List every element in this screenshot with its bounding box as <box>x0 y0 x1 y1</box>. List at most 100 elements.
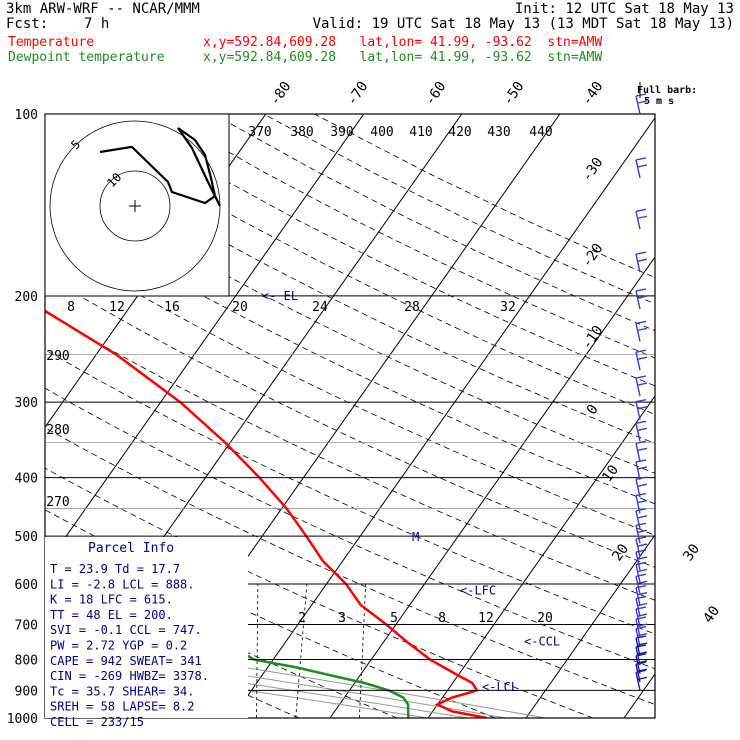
hodograph-trace <box>99 127 221 207</box>
wind-speed-label: 12 <box>109 300 125 315</box>
dry-adiabat <box>212 114 655 332</box>
mixing-ratio-label: 3 <box>338 611 346 626</box>
wind-barb-staff <box>635 510 641 529</box>
wind-barb-flag <box>637 602 648 607</box>
wind-barb-flag <box>637 668 648 672</box>
wind-barb-flag <box>637 483 648 487</box>
wind-barb-flag <box>637 100 648 104</box>
parcel-info-row: CAPE = 942 SWEAT= 341 <box>50 654 202 668</box>
theta-label: 430 <box>487 125 510 140</box>
dewpoint-trace <box>45 549 410 718</box>
wind-barb-flag <box>635 536 647 540</box>
mixing-ratio-line <box>359 583 367 718</box>
wind-barb-flag <box>635 522 647 527</box>
wind-barb-flag <box>635 508 647 512</box>
model-title: 3km ARW-WRF -- NCAR/MMM <box>6 1 200 17</box>
dry-adiabat <box>0 114 5 718</box>
temperature-trace <box>45 309 488 718</box>
theta-label: 410 <box>409 125 432 140</box>
theta-label: 440 <box>529 125 552 140</box>
parcel-info-box: Parcel Info T = 23.9 Td = 17.7LI = -2.8 L… <box>45 537 248 729</box>
level-annotation: <-LFC <box>460 583 496 597</box>
dry-adiabat <box>45 427 655 705</box>
wind-barb-flag <box>637 543 648 547</box>
wind-barb-staff <box>635 323 641 342</box>
isotherm-label: 30 <box>680 541 703 564</box>
wind-barb-flag <box>637 651 648 655</box>
wind-barb-staff <box>635 525 641 544</box>
wind-barb-flag <box>637 613 648 617</box>
hodograph-ring <box>99 170 171 242</box>
wind-barb-flag <box>635 157 647 161</box>
forecast-hour: 7 h <box>84 16 110 32</box>
wind-barb-flag <box>635 93 647 97</box>
pressure-label: 600 <box>15 578 38 593</box>
parcel-info-row: SVI = -0.1 CCL = 747. <box>50 623 202 637</box>
theta-label: 400 <box>370 125 393 140</box>
temperature-legend: Temperature <box>8 35 95 50</box>
wind-barb-flag <box>635 320 647 325</box>
wind-barb-flag <box>635 251 647 255</box>
barb-legend-label: Full barb: <box>637 85 697 96</box>
moist-adiabat <box>45 644 507 718</box>
moist-adiabat <box>45 635 546 718</box>
theta-label: 280 <box>46 423 69 438</box>
wind-barb-flag <box>637 466 648 470</box>
isotherm-label: 10 <box>599 462 622 485</box>
wind-barb-flag <box>635 459 647 463</box>
level-annotation: <-LCL <box>482 680 518 694</box>
mixing-ratio-label: 8 <box>438 611 446 626</box>
wind-barb-staff <box>635 401 641 420</box>
level-annotation: <-CCL <box>524 634 560 648</box>
forecast-label: Fcst: <box>6 16 49 32</box>
wind-barb-flag <box>637 258 648 262</box>
mixing-ratio-line <box>256 583 259 718</box>
init-time: Init: 12 UTC Sat 18 May 13 <box>514 1 734 17</box>
wind-barb-flag <box>635 606 647 610</box>
parcel-info-row: SREH = 58 LAPSE= 8.2 <box>50 700 195 714</box>
pressure-label: 800 <box>15 653 38 668</box>
isotherm-line <box>525 534 655 718</box>
theta-label: 420 <box>448 125 471 140</box>
wind-barb-staff <box>635 290 641 310</box>
mixing-ratio-label: 12 <box>478 611 494 626</box>
wind-barb-staff <box>635 159 641 179</box>
theta-label: 380 <box>290 125 313 140</box>
wind-barb-flag <box>637 642 648 646</box>
parcel-info-title: Parcel Info <box>88 541 174 556</box>
wind-barb-staff <box>635 461 641 481</box>
wind-barb-flag <box>635 585 647 589</box>
parcel-info-row: K = 18 LFC = 615. <box>50 593 173 607</box>
wind-barb-flag <box>637 660 648 664</box>
wind-barb-flag <box>637 447 648 452</box>
parcel-info-row: T = 23.9 Td = 17.7 <box>50 562 180 576</box>
wind-barb-flag <box>635 398 647 403</box>
isotherm-label: 0 <box>584 402 602 418</box>
isotherm-line <box>329 256 655 718</box>
wind-barb-flag <box>635 561 647 566</box>
pressure-label: 100 <box>15 108 38 123</box>
wind-barb-staff <box>635 377 641 397</box>
wind-barb-flag <box>637 580 648 585</box>
wind-speed-label: 32 <box>500 300 516 315</box>
isotherm-label: -50 <box>500 79 528 109</box>
wind-barb-flag <box>637 515 648 519</box>
dry-adiabat <box>263 114 655 305</box>
mixing-ratio-label: 20 <box>537 611 553 626</box>
theta-label: 270 <box>46 495 69 510</box>
wind-barb-flag <box>637 327 648 332</box>
wind-speed-label: 24 <box>312 300 328 315</box>
wind-barb-flag <box>635 669 647 674</box>
pressure-label: 1000 <box>7 712 38 727</box>
wind-barb-flag <box>637 499 648 504</box>
wind-barb-flag <box>637 382 648 386</box>
wind-barb-flag <box>635 492 647 497</box>
level-annotation: <- EL <box>262 289 298 303</box>
wind-barb-staff <box>635 564 641 583</box>
parcel-info-row: TT = 48 EL = 200. <box>50 608 173 622</box>
wind-barb-flag <box>635 644 647 648</box>
temperature-location: x,y=592.84,609.28 lat,lon= 41.99, -93.62… <box>203 35 603 50</box>
theta-label: 370 <box>248 125 271 140</box>
dry-adiabat <box>314 114 655 278</box>
